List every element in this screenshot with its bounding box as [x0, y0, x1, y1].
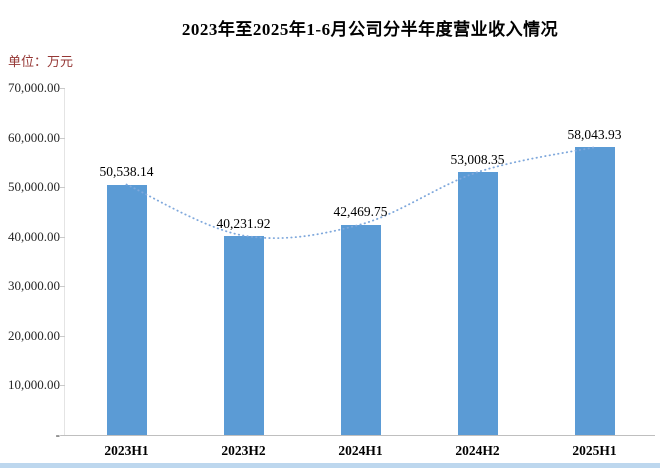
x-axis-category-label: 2024H2 — [455, 443, 500, 458]
bar-value-label: 58,043.93 — [567, 127, 622, 143]
y-axis-tick-label: 40,000.00 — [8, 228, 60, 244]
y-axis-tick — [60, 286, 65, 288]
bar-2023H1 — [106, 184, 147, 435]
bar-2024H2 — [457, 172, 498, 435]
chart-title: 2023年至2025年1-6月公司分半年度营业收入情况 — [181, 20, 559, 39]
bar-2024H1 — [340, 224, 381, 435]
bar-value-label: 42,469.75 — [333, 204, 388, 220]
y-axis-tick — [60, 385, 65, 387]
y-axis-tick-label: 20,000.00 — [8, 327, 60, 343]
y-axis-tick-label: 10,000.00 — [8, 377, 60, 393]
y-axis-tick-label: 60,000.00 — [8, 129, 60, 145]
bottom-border-strip — [0, 463, 660, 468]
bar-2023H2 — [223, 235, 264, 435]
y-axis-tick — [60, 88, 65, 89]
y-axis-tick-label: 30,000.00 — [8, 278, 60, 294]
x-axis-category-label: 2023H2 — [221, 443, 266, 458]
bar-2025H1 — [574, 147, 615, 435]
x-axis-category-label: 2023H1 — [104, 443, 149, 458]
y-axis-tick-label: 50,000.00 — [8, 179, 60, 195]
bar-value-label: 53,008.35 — [450, 152, 505, 168]
y-axis-tick — [60, 187, 65, 189]
y-axis-line — [64, 88, 65, 435]
y-axis-tick — [60, 137, 65, 139]
unit-label: 单位：万元 — [8, 54, 74, 69]
y-axis-tick-label: 70,000.00 — [8, 80, 60, 95]
y-axis-tick-label: - — [55, 427, 60, 442]
plot-area — [68, 88, 653, 435]
bar-value-label: 40,231.92 — [216, 215, 271, 231]
x-axis-category-label: 2024H1 — [338, 443, 383, 458]
y-axis-tick — [60, 335, 65, 337]
y-axis-tick — [60, 236, 65, 238]
x-axis-category-label: 2025H1 — [572, 443, 617, 458]
x-axis-line — [61, 435, 655, 436]
bar-value-label: 50,538.14 — [99, 164, 154, 180]
